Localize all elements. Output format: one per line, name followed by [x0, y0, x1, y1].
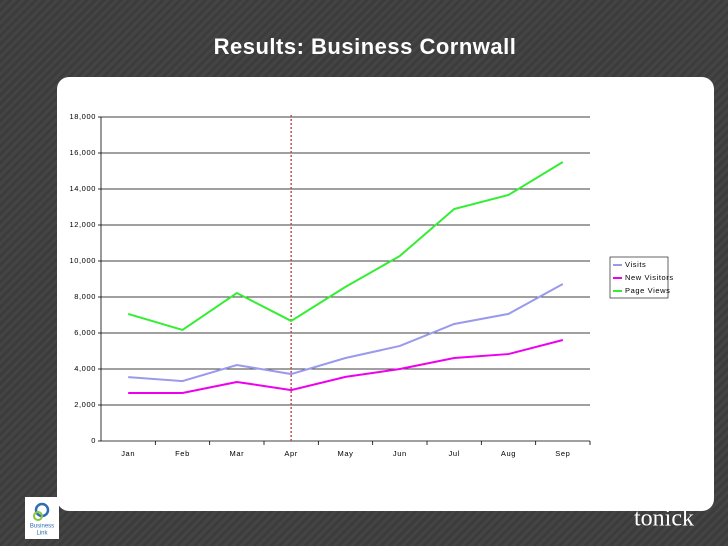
chart-panel: [57, 77, 714, 511]
x-tick-label: Feb: [175, 449, 190, 458]
x-tick-label: Aug: [501, 449, 516, 458]
series-line: [128, 339, 564, 394]
y-tick-label: 14,000: [69, 184, 96, 193]
x-tick-label: Apr: [284, 449, 297, 458]
legend-label: New Visitors: [625, 273, 674, 282]
legend-label: Visits: [625, 260, 646, 269]
y-tick-label: 4,000: [74, 364, 96, 373]
x-tick-label: Jun: [393, 449, 407, 458]
logo-star: ✱: [672, 498, 680, 509]
x-tick-label: Jul: [448, 449, 459, 458]
y-tick-label: 12,000: [69, 220, 96, 229]
y-tick-label: 8,000: [74, 292, 96, 301]
series-line: [128, 283, 564, 383]
y-tick-label: 18,000: [69, 112, 96, 121]
y-tick-label: 16,000: [69, 148, 96, 157]
x-tick-label: May: [338, 449, 354, 458]
chart-title: Results: Business Cornwall: [214, 34, 517, 59]
series-line: [127, 161, 564, 332]
legend-label: Page Views: [625, 286, 670, 295]
y-tick-label: 0: [91, 436, 96, 445]
tonick-logo: tonick: [634, 506, 694, 532]
x-tick-label: Jan: [121, 449, 135, 458]
y-tick-label: 10,000: [69, 256, 96, 265]
x-tick-label: Mar: [229, 449, 244, 458]
y-tick-label: 2,000: [74, 400, 96, 409]
y-tick-label: 6,000: [74, 328, 96, 337]
x-tick-label: Sep: [555, 449, 570, 458]
logo-text: Link: [36, 531, 48, 537]
business-link-logo: Business Link: [25, 497, 59, 539]
logo-text: Business: [30, 524, 54, 530]
